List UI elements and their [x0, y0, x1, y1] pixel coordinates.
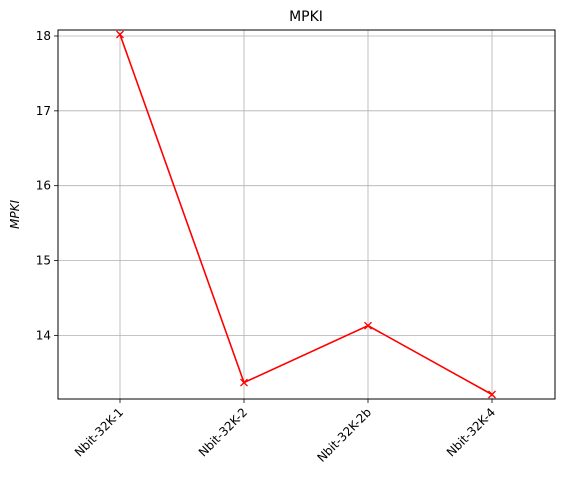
data-point: [116, 30, 124, 39]
marker-stroke: [488, 390, 496, 399]
series-layer: [116, 30, 496, 399]
x-tick-label: Nbit-32K-2b: [314, 405, 374, 465]
x-tick-label: Nbit-32K-4: [444, 405, 498, 459]
marker-stroke: [116, 30, 124, 39]
y-tick-label: 18: [36, 29, 51, 43]
marker-stroke: [240, 378, 248, 387]
data-point: [488, 390, 496, 399]
x-tick-label: Nbit-32K-1: [72, 405, 126, 459]
y-axis-label: MPKI: [8, 200, 22, 229]
plot-frame: [57, 29, 556, 400]
chart-title: MPKI: [289, 9, 323, 25]
y-tick-label: 17: [36, 104, 51, 118]
y-tick-label: 16: [36, 179, 51, 193]
x-tick-label: Nbit-32K-2: [196, 405, 250, 459]
data-point: [240, 378, 248, 387]
grid: [58, 30, 555, 399]
series-line: [119, 34, 493, 396]
axes: Nbit-32K-1 Nbit-32K-2 Nbit-32K-2b Nbit-32K-…: [36, 29, 498, 465]
data-point: [364, 321, 372, 330]
y-tick-label: 14: [36, 328, 51, 342]
marker-stroke: [364, 321, 372, 330]
y-tick-label: 15: [36, 254, 51, 268]
